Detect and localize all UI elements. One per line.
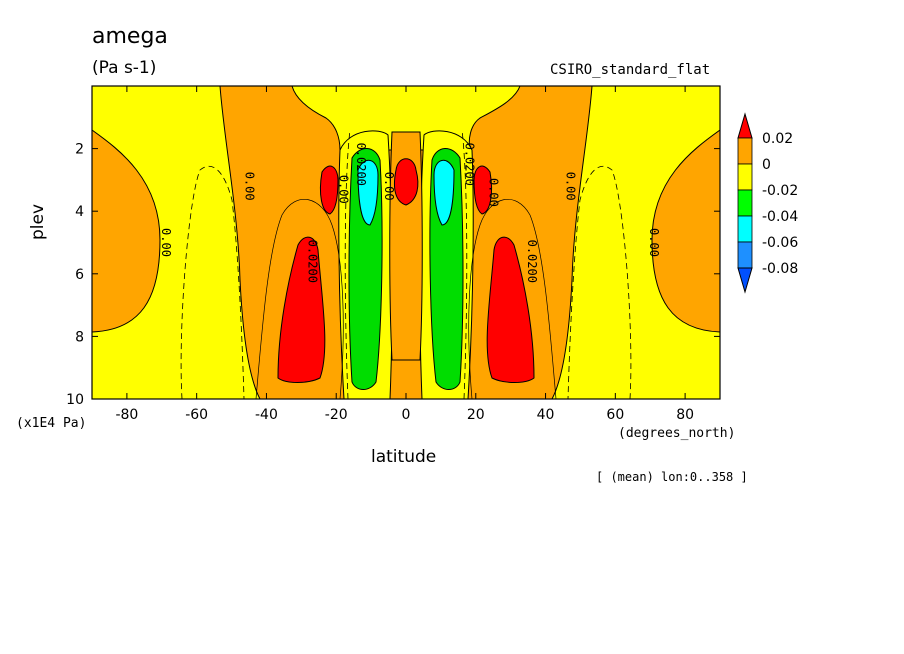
contour-label: 0.0200 — [354, 143, 368, 186]
red-region-right-lower — [486, 236, 535, 383]
colorbar-top-arrow — [737, 112, 753, 139]
dashed-contour-center-right — [461, 129, 468, 399]
colorbar-label: -0.06 — [762, 235, 798, 251]
y-tick-label: 2 — [75, 142, 84, 158]
contour-label: 0.0200 — [305, 240, 319, 283]
contour-line-right — [468, 199, 557, 399]
colorbar-label: -0.04 — [762, 209, 798, 225]
x-tick-label: 0 — [402, 407, 411, 423]
x-axis-ticks: -80 -60 -40 -20 0 20 40 60 80 — [115, 86, 694, 423]
x-tick-label: -20 — [325, 407, 348, 423]
contour-label: 0.0200 — [462, 143, 476, 186]
cyan-region-left — [357, 160, 379, 226]
colorbar-bottom-arrow — [737, 267, 753, 294]
contour-label: 0.00 — [337, 175, 351, 204]
y-tick-label: 8 — [75, 329, 84, 345]
x-tick-label: -60 — [185, 407, 208, 423]
red-region-left-lower — [277, 236, 326, 383]
yellow-region-right — [551, 86, 720, 399]
colorbar-label: -0.02 — [762, 183, 798, 199]
contour-label: 0.0200 — [525, 240, 539, 283]
colorbar-segment — [737, 137, 753, 165]
x-tick-label: 20 — [467, 407, 485, 423]
x-tick-label: 80 — [676, 407, 694, 423]
cyan-region-right — [433, 160, 455, 226]
red-region-left-upper — [319, 165, 339, 215]
red-region-center — [393, 158, 419, 206]
y-axis-ticks: 2 4 6 8 10 — [66, 142, 720, 408]
colorbar-segment — [737, 189, 753, 217]
colorbar-segment — [737, 163, 753, 191]
dashed-contour-center-left — [344, 129, 351, 399]
dashed-contour-left — [180, 165, 245, 399]
y-tick-label: 4 — [75, 204, 84, 220]
contour-label: 0.00 — [382, 172, 396, 201]
colorbar-segment — [737, 215, 753, 243]
contour-line-left — [255, 199, 344, 399]
x-tick-label: 60 — [606, 407, 624, 423]
x-axis-units: (degrees_north) — [618, 426, 736, 441]
colorbar-label: 0.02 — [762, 131, 793, 147]
x-tick-label: -40 — [255, 407, 278, 423]
colorbar-label: -0.08 — [762, 261, 798, 277]
contour-label: 0.00 — [647, 228, 661, 257]
contour-label: 0.00 — [159, 228, 173, 257]
contour-label: 0.00 — [487, 178, 501, 207]
y-tick-label: 6 — [75, 267, 84, 283]
yellow-region-left — [92, 86, 261, 399]
contour-field — [92, 86, 720, 399]
x-tick-label: -80 — [115, 407, 138, 423]
red-region-right-upper — [473, 165, 493, 215]
contour-label: 0.00 — [243, 172, 257, 201]
contour-labels: 0.000.000.02000.000.02000.000.02000.000.… — [159, 143, 661, 283]
x-tick-label: 40 — [537, 407, 555, 423]
chart-units: (Pa s-1) — [92, 58, 157, 78]
y-axis-units: (x1E4 Pa) — [16, 416, 87, 431]
y-tick-label: 10 — [66, 392, 84, 408]
source-label: CSIRO_standard_flat — [550, 62, 711, 78]
colorbar: 0.02 0 -0.02 -0.04 -0.06 -0.08 — [737, 112, 798, 294]
colorbar-label: 0 — [762, 157, 771, 173]
chart-title: amega — [92, 24, 168, 49]
dashed-contour-right — [567, 165, 632, 399]
contour-label: 0.00 — [563, 172, 577, 201]
colorbar-segment — [737, 241, 753, 269]
footer-note: [ (mean) lon:0..358 ] — [596, 470, 748, 484]
x-axis-label: latitude — [371, 447, 437, 467]
